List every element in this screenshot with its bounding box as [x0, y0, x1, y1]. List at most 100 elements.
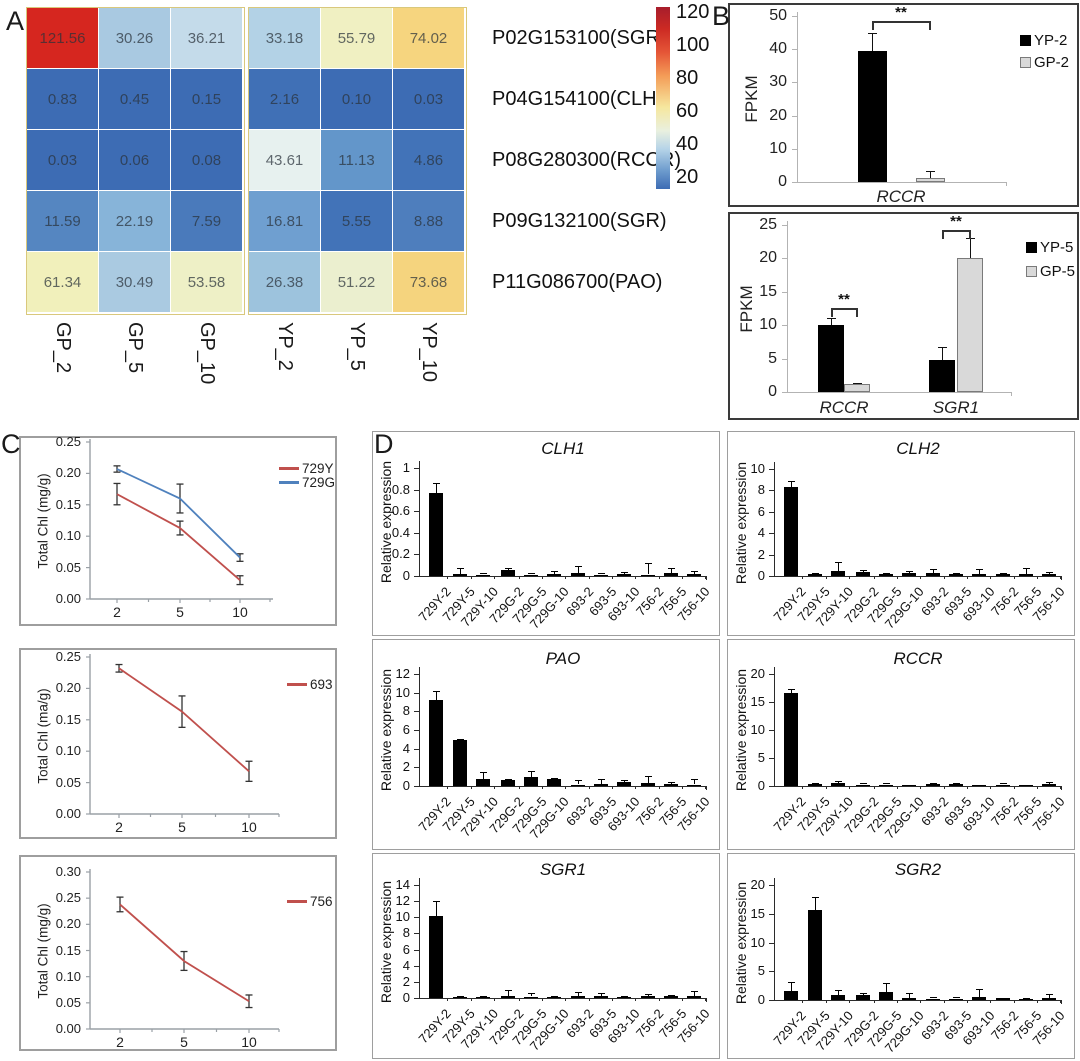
error-bar-cap	[926, 171, 935, 173]
y-tick-label: 15	[750, 905, 765, 921]
y-tick-label: 0.20	[55, 916, 81, 932]
chart-title: PAO	[545, 649, 581, 668]
y-tick-label: 0.00	[55, 591, 81, 606]
error-bar	[933, 568, 934, 574]
y-tick-label: 4	[402, 740, 410, 756]
heatmap-block-border	[248, 7, 467, 315]
heatmap-cell: 61.34	[27, 252, 98, 312]
x-tick-label: 2	[115, 819, 123, 835]
sig-label: **	[895, 4, 907, 21]
bar	[524, 996, 538, 998]
c1-plot-area	[86, 439, 273, 603]
legend-swatch	[1026, 242, 1037, 253]
y-tick	[782, 392, 787, 393]
y-tick-label: 0.8	[391, 481, 410, 497]
y-tick-label: 40	[769, 40, 787, 58]
x-axis	[774, 576, 1062, 577]
y-tick	[414, 532, 419, 534]
heatmap-row-label: P09G132100(SGR)	[492, 209, 667, 232]
category-label: RCCR	[876, 187, 926, 206]
error-bar-cap	[505, 779, 512, 781]
error-bar	[554, 571, 555, 574]
y-tick	[769, 576, 774, 577]
y-tick	[769, 913, 774, 915]
error-bar-cap	[668, 995, 675, 997]
bar	[879, 991, 893, 1000]
x-tick	[1060, 786, 1061, 789]
error-bar-cap	[788, 688, 795, 690]
x-axis-end-tick	[1061, 1000, 1062, 1004]
y-tick-label: 5	[757, 963, 765, 979]
x-axis-end-tick	[1061, 786, 1062, 790]
x-tick	[589, 786, 590, 789]
error-bar	[531, 770, 532, 777]
y-tick	[414, 885, 419, 886]
heatmap-cell: 121.56	[27, 8, 98, 68]
x-tick	[565, 786, 566, 789]
chart-title: RCCR	[893, 649, 943, 668]
x-tick	[519, 576, 520, 579]
y-tick-label: 6	[757, 503, 765, 519]
bar	[996, 784, 1010, 786]
y-tick	[782, 358, 787, 360]
error-bar	[791, 481, 792, 488]
sig-bracket	[856, 308, 858, 317]
y-tick-label: 2	[402, 973, 410, 989]
legend-line	[287, 900, 307, 903]
y-tick	[414, 692, 419, 694]
sig-bracket	[872, 21, 930, 23]
y-tick-label: 0	[402, 990, 410, 1005]
chart-title: SGR1	[539, 860, 587, 879]
y-axis-title: Relative expression	[733, 881, 749, 1004]
error-bar	[624, 572, 625, 575]
bar-YP-5	[929, 359, 955, 392]
bar	[547, 996, 561, 998]
error-bar	[1026, 567, 1027, 574]
error-bar-cap	[457, 995, 464, 997]
error-bar	[694, 570, 695, 574]
error-bar	[979, 989, 980, 998]
bar	[594, 574, 608, 576]
error-bar-cap	[433, 690, 440, 692]
error-bar-cap	[860, 570, 867, 572]
error-bar-cap	[691, 570, 698, 572]
bar	[902, 572, 916, 576]
y-tick-label: 20	[750, 666, 765, 681]
panel-d-chart-pao: 0 2 4 6 8 10 12 PAO Relative expression 729Y-2 729…	[372, 639, 720, 850]
y-tick-label: 0.10	[55, 968, 81, 984]
sig-bracket	[969, 230, 971, 239]
bar	[808, 783, 822, 786]
heatmap-cell: 5.55	[321, 191, 392, 251]
y-tick	[414, 674, 419, 675]
x-tick	[565, 576, 566, 579]
heatmap-colorbar-tick-label: 40	[676, 133, 699, 155]
error-bar	[872, 32, 873, 51]
legend-swatch	[1020, 35, 1031, 46]
y-tick-label: 20	[759, 249, 777, 267]
bar-GP-5	[957, 258, 983, 392]
x-tick	[542, 998, 543, 1001]
error-bar-cap	[433, 901, 440, 903]
bar	[617, 781, 631, 786]
x-tick	[874, 1000, 875, 1003]
y-tick-label: 10	[395, 684, 410, 700]
x-tick-label: 10	[241, 1034, 257, 1050]
y-tick-label: 0.05	[55, 559, 81, 575]
x-tick	[1014, 786, 1015, 789]
heatmap-row-label: P11G086700(PAO)	[492, 270, 663, 293]
x-tick	[802, 576, 803, 579]
bar	[453, 574, 467, 576]
y-tick-label: 10	[395, 909, 410, 925]
sig-bracket	[831, 308, 833, 317]
y-axis	[797, 12, 798, 182]
bar-YP-2	[857, 50, 887, 182]
y-tick	[414, 998, 419, 999]
x-tick	[612, 786, 613, 789]
error-bar-cap	[812, 897, 819, 899]
legend-swatch	[1026, 266, 1037, 277]
y-tick	[782, 325, 787, 327]
error-bar	[791, 981, 792, 992]
y-tick-label: 0	[402, 568, 410, 583]
error-bar	[838, 990, 839, 996]
x-tick	[682, 786, 683, 789]
